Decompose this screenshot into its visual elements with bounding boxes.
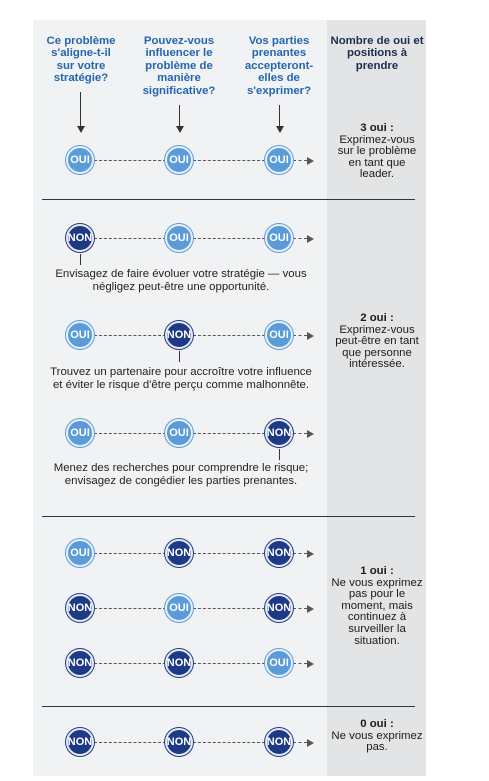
answer-circle: NON	[265, 539, 293, 567]
note-tick	[80, 254, 81, 265]
outcome-count: 1 oui :	[360, 565, 394, 577]
arrow-influence-head	[176, 126, 184, 133]
connector-arrowhead	[307, 550, 314, 558]
outcome-column	[327, 20, 426, 776]
header-strategy: Ce problème s'aligne-t-il sur votre stra…	[46, 35, 116, 85]
connector	[94, 663, 166, 664]
connector	[94, 553, 166, 554]
answer-circle: OUI	[265, 146, 293, 174]
connector	[193, 335, 265, 336]
outcome-text: Ne vous exprimez pas pour le moment, mai…	[331, 576, 423, 647]
outcome-count: 2 oui :	[360, 312, 394, 324]
connector	[293, 238, 307, 239]
connector	[293, 335, 307, 336]
answer-circle: NON	[165, 728, 193, 756]
connector	[193, 742, 265, 743]
connector-arrowhead	[307, 157, 314, 165]
separator	[42, 516, 415, 517]
answer-circle: OUI	[165, 146, 193, 174]
arrow-stakeholders-head	[276, 126, 284, 133]
outcome-text: Exprimez-vous sur le problème en tant qu…	[337, 133, 417, 181]
answer-circle: NON	[265, 419, 293, 447]
connector	[193, 238, 265, 239]
connector	[293, 608, 307, 609]
answer-circle: OUI	[66, 321, 94, 349]
outcome-count: 3 oui :	[360, 122, 394, 134]
answer-circle: OUI	[165, 419, 193, 447]
connector	[293, 160, 307, 161]
connector-arrowhead	[307, 660, 314, 668]
answer-circle: NON	[165, 649, 193, 677]
separator	[42, 706, 415, 707]
header-outcome: Nombre de oui et positions à prendre	[330, 35, 424, 72]
outcome-three-yes: 3 oui : Exprimez-vous sur le problème en…	[330, 122, 424, 181]
outcome-two-yes: 2 oui : Exprimez-vous peut-être en tant …	[330, 312, 424, 371]
answer-circle: NON	[66, 594, 94, 622]
connector	[293, 742, 307, 743]
note-tick	[279, 449, 280, 460]
answer-circle: OUI	[265, 321, 293, 349]
note-stakeholders: Menez des recherches pour comprendre le …	[53, 462, 309, 487]
answer-circle: OUI	[165, 224, 193, 252]
outcome-count: 0 oui :	[360, 718, 394, 730]
answer-circle: NON	[66, 649, 94, 677]
connector	[94, 742, 166, 743]
answer-circle: NON	[265, 594, 293, 622]
connector	[94, 238, 166, 239]
outcome-text: Exprimez-vous peut-être en tant que pers…	[335, 323, 419, 371]
answer-circle: OUI	[66, 419, 94, 447]
connector	[94, 608, 166, 609]
answer-circle: OUI	[265, 224, 293, 252]
answer-circle: OUI	[165, 594, 193, 622]
answer-circle: NON	[165, 321, 193, 349]
outcome-text: Ne vous exprimez pas.	[331, 729, 423, 754]
outcome-one-yes: 1 oui : Ne vous exprimez pas pour le mom…	[330, 565, 424, 647]
connector-arrowhead	[307, 332, 314, 340]
header-stakeholders: Vos parties prenantes accepteront-elles …	[244, 35, 314, 97]
answer-circle: NON	[66, 224, 94, 252]
connector-arrowhead	[307, 430, 314, 438]
answer-circle: OUI	[265, 649, 293, 677]
connector-arrowhead	[307, 739, 314, 747]
connector	[193, 663, 265, 664]
connector	[193, 160, 265, 161]
connector	[193, 553, 265, 554]
connector-arrowhead	[307, 235, 314, 243]
connector	[293, 433, 307, 434]
arrow-stakeholders	[279, 105, 281, 126]
header-influence: Pouvez-vous influencer le problème de ma…	[142, 35, 216, 97]
connector	[94, 160, 166, 161]
note-strategy: Envisagez de faire évoluer votre stratég…	[55, 268, 307, 293]
connector	[193, 608, 265, 609]
separator	[42, 199, 415, 200]
answer-circle: NON	[66, 728, 94, 756]
arrow-strategy	[80, 92, 82, 126]
connector	[94, 335, 166, 336]
connector-arrowhead	[307, 605, 314, 613]
answer-circle: OUI	[66, 539, 94, 567]
arrow-influence	[179, 105, 181, 126]
note-tick	[179, 351, 180, 362]
connector	[94, 433, 166, 434]
connector	[293, 553, 307, 554]
outcome-zero-yes: 0 oui : Ne vous exprimez pas.	[330, 718, 424, 754]
note-influence: Trouvez un partenaire pour accroître vot…	[50, 366, 312, 391]
answer-circle: NON	[165, 539, 193, 567]
answer-circle: NON	[265, 728, 293, 756]
connector	[193, 433, 265, 434]
arrow-strategy-head	[77, 126, 85, 133]
connector	[293, 663, 307, 664]
answer-circle: OUI	[66, 146, 94, 174]
